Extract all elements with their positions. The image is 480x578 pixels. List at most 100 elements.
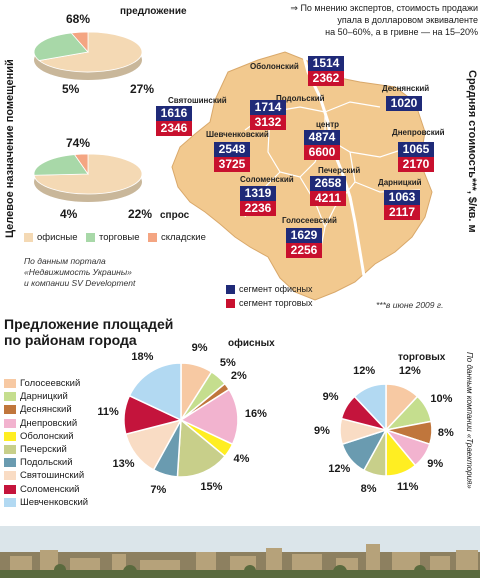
- district-legend-item: Деснянский: [4, 404, 72, 415]
- price-box-holosiiv: 1629 2256: [286, 228, 322, 258]
- price-box-center: 4874 6600: [304, 130, 340, 160]
- office-pie-label: 9%: [191, 341, 208, 354]
- supply-label-retail: 27%: [130, 82, 155, 96]
- district-legend-label: Подольский: [20, 457, 73, 469]
- district-name-shevchenko: Шевченковский: [206, 130, 269, 139]
- office-pie-slice-3: [179, 388, 239, 446]
- office-pie-label: 5%: [219, 357, 236, 370]
- price-box-dnipro: 1065 2170: [398, 142, 434, 172]
- map-legend-retail: сегмент торговых: [226, 298, 312, 308]
- price-box-desna: 1020: [386, 96, 422, 111]
- district-name-podil: Подольский: [276, 94, 325, 103]
- source-note: По данным портала «Недвижимость Украины»…: [24, 256, 136, 288]
- demand-slice-1: [33, 154, 89, 176]
- district-legend-item: Днепровский: [4, 418, 77, 429]
- district-legend-item: Голосеевский: [4, 378, 80, 389]
- office-pie-caption: офисных: [228, 338, 275, 349]
- district-legend-item: Оболонский: [4, 431, 74, 442]
- district-swatch: [4, 445, 16, 454]
- right-source-note: По данным компании «Траектория»: [465, 352, 474, 489]
- district-legend-item: Шевченковский: [4, 497, 88, 508]
- district-swatch: [4, 379, 16, 388]
- district-name-pechersk: Печерский: [318, 166, 361, 175]
- district-legend-label: Шевченковский: [20, 496, 89, 508]
- district-legend-item: Подольский: [4, 457, 73, 468]
- district-legend-label: Оболонский: [20, 430, 74, 442]
- supply-caption: предложение: [120, 6, 187, 17]
- district-swatch: [4, 431, 16, 441]
- district-swatch: [4, 392, 16, 402]
- retail-pie-label: 10%: [430, 393, 453, 406]
- supply-label-office: 68%: [66, 12, 91, 26]
- price-box-darnytsia: 1063 2117: [384, 190, 420, 220]
- district-swatch: [4, 497, 16, 507]
- office-district-pie: [123, 362, 239, 478]
- demand-label-office: 74%: [66, 136, 91, 150]
- retail-swatch: [86, 233, 95, 242]
- retail-pie-label: 8%: [360, 483, 377, 496]
- district-swatch: [4, 471, 16, 481]
- district-name-center: центр: [316, 120, 340, 129]
- purpose-legend-office: офисные: [24, 232, 78, 243]
- demand-label-retail: 22%: [128, 207, 153, 221]
- district-legend-label: Голосеевский: [20, 378, 81, 389]
- map-footnote: ***в июне 2009 г.: [376, 300, 444, 310]
- district-legend-item: Соломенский: [4, 484, 79, 495]
- right-axis-label: Средняя стоимость***, $/кв. м: [466, 70, 478, 233]
- supply-slice-1: [33, 32, 89, 61]
- retail-pie-caption: торговых: [398, 352, 446, 363]
- purpose-legend-storage: складские: [148, 232, 206, 243]
- district-name-darnytsia: Дарницкий: [378, 178, 422, 187]
- district-name-desna: Деснянский: [382, 84, 430, 93]
- price-box-podil: 1714 3132: [250, 100, 286, 130]
- office-pie-label: 16%: [244, 408, 267, 421]
- price-box-shevchenko: 2548 3725: [214, 142, 250, 172]
- supply-slice-0: [38, 31, 143, 73]
- district-name-dnipro: Днепровский: [392, 128, 445, 137]
- map-legend-office: сегмент офисных: [226, 284, 312, 294]
- district-name-solomiansky: Соломенский: [240, 175, 294, 184]
- retail-pie-label: 12%: [353, 365, 376, 378]
- header-line-1: По мнению экспертов, стоимость продажи: [300, 3, 478, 13]
- retail-district-pie: [339, 383, 433, 477]
- retail-pie-label: 9%: [322, 391, 339, 404]
- header-line-3: на 50–60%, а в гривне — на 15–20%: [325, 27, 478, 37]
- price-box-solomiansky: 1319 2236: [240, 186, 276, 216]
- district-legend-label: Святошинский: [20, 470, 85, 482]
- district-swatch: [4, 405, 16, 415]
- district-name-sviatoshyn: Святошинский: [168, 96, 227, 105]
- demand-label-storage: 4%: [60, 207, 78, 221]
- district-legend-label: Соломенский: [20, 483, 80, 495]
- retail-pie-label: 12%: [398, 365, 421, 378]
- kyiv-map: [171, 42, 433, 301]
- office-pie-slice-5: [176, 418, 226, 478]
- demand-slice-2: [73, 153, 89, 176]
- district-swatch: [4, 484, 16, 494]
- retail-pie-slice-9: [353, 383, 387, 432]
- district-legend-label: Дарницкий: [20, 391, 68, 403]
- district-name-holosiiv: Голосеевский: [282, 216, 337, 225]
- purpose-legend-retail: торговые: [86, 232, 140, 243]
- storage-swatch: [148, 233, 157, 242]
- retail-pie-label: 8%: [437, 426, 454, 439]
- arrow-icon: ⇒: [290, 3, 298, 13]
- office-segment-swatch: [226, 284, 235, 294]
- district-legend-item: Святошинский: [4, 470, 84, 481]
- district-legend-item: Печерский: [4, 444, 67, 455]
- office-pie-label: 11%: [97, 406, 119, 419]
- demand-pie: [33, 153, 143, 202]
- district-legend-label: Деснянский: [20, 404, 72, 416]
- header-line-2: упала в долларовом эквиваленте: [337, 15, 478, 25]
- district-legend-label: Днепровский: [20, 417, 78, 429]
- office-pie-label: 18%: [131, 350, 154, 363]
- retail-pie-label: 11%: [397, 481, 419, 494]
- map-shape: [171, 51, 433, 301]
- district-name-obolon: Оболонский: [250, 62, 299, 71]
- price-box-obolon: 1514 2362: [308, 56, 344, 86]
- left-axis-label: Целевое назначение помещений: [4, 59, 16, 238]
- retail-pie-label: 9%: [314, 424, 330, 437]
- supply-pie: [33, 31, 143, 80]
- office-pie-label: 7%: [150, 484, 167, 497]
- header-note: ⇒ По мнению экспертов, стоимость продажи…: [248, 2, 478, 38]
- office-swatch: [24, 233, 33, 242]
